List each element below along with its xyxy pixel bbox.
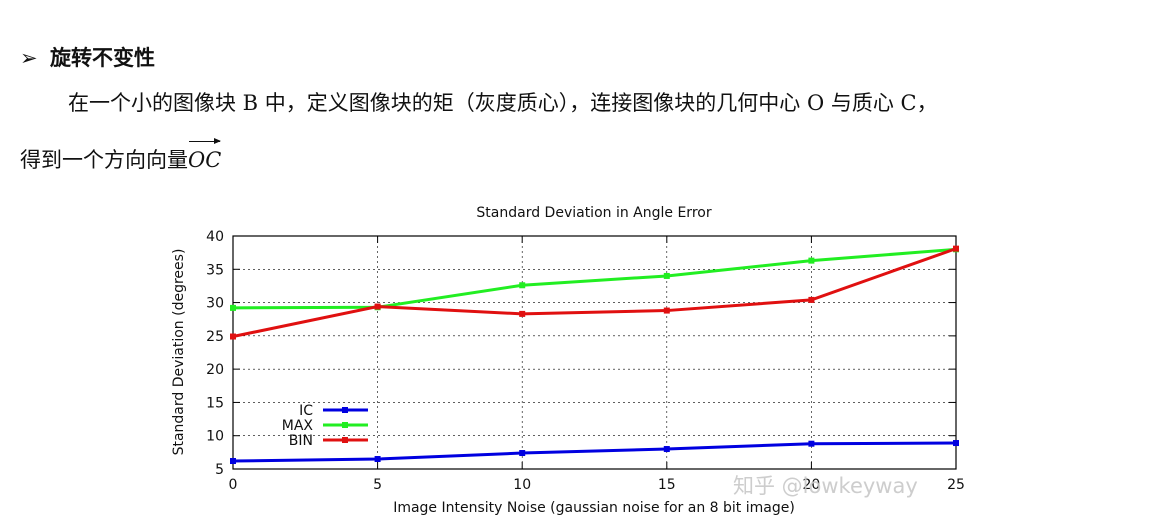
x-tick-label: 0 — [229, 477, 238, 493]
series-line-ic — [232, 441, 957, 463]
x-tick-label: 25 — [947, 477, 965, 493]
data-point-ic — [663, 446, 670, 453]
series-line-bin — [232, 247, 957, 338]
grid-lines — [233, 236, 956, 469]
watermark: 知乎 @lowkeyway — [733, 474, 918, 498]
paragraph-line-2-text: 得到一个方向向量 — [20, 148, 188, 172]
series-ic — [230, 440, 959, 465]
y-tick-label: 5 — [215, 462, 224, 478]
series-max — [230, 246, 959, 311]
data-point-max — [519, 282, 526, 289]
legend-marker — [342, 407, 348, 413]
legend-label: BIN — [289, 433, 313, 449]
data-point-ic — [808, 440, 815, 447]
data-point-ic — [519, 450, 526, 457]
y-tick-label: 30 — [206, 296, 224, 312]
legend-item-ic: IC — [299, 403, 368, 419]
paragraph-line-2: 得到一个方向向量OC — [20, 138, 222, 176]
legend-item-bin: BIN — [289, 433, 368, 449]
data-point-bin — [230, 333, 236, 340]
data-point-ic — [374, 456, 381, 463]
chart-title: Standard Deviation in Angle Error — [476, 205, 711, 221]
legend-label: MAX — [282, 418, 314, 434]
data-point-max — [808, 257, 815, 264]
legend-label: IC — [299, 403, 313, 419]
data-point-max — [230, 304, 236, 311]
y-tick-label: 20 — [206, 362, 224, 378]
plot-frame — [232, 235, 957, 470]
series-bin — [230, 245, 959, 340]
data-point-ic — [953, 440, 959, 447]
y-tick-label: 40 — [206, 229, 224, 245]
y-axis-label: Standard Deviation (degrees) — [171, 249, 187, 456]
legend-marker — [342, 437, 348, 443]
data-point-max — [663, 272, 670, 279]
data-point-bin — [953, 245, 959, 252]
x-tick-label: 5 — [373, 477, 382, 493]
y-tick-label: 15 — [206, 395, 224, 411]
x-tick-label: 10 — [513, 477, 531, 493]
vector-oc: OC — [188, 138, 222, 176]
paragraph-line-1: 在一个小的图像块 B 中，定义图像块的矩（灰度质心），连接图像块的几何中心 O … — [68, 91, 938, 115]
section-heading: ➢ 旋转不变性 — [20, 44, 155, 72]
legend-marker — [342, 422, 348, 428]
data-point-bin — [663, 307, 670, 314]
x-tick-label: 15 — [658, 477, 676, 493]
x-tick-label: 20 — [802, 477, 820, 493]
y-tick-label: 10 — [206, 429, 224, 445]
y-tick-label: 35 — [206, 262, 224, 278]
series-layer — [230, 245, 959, 465]
x-axis-label: Image Intensity Noise (gaussian noise fo… — [393, 500, 795, 516]
legend-item-max: MAX — [282, 418, 368, 434]
y-tick-label: 25 — [206, 329, 224, 345]
data-point-bin — [808, 296, 815, 303]
data-point-bin — [374, 303, 381, 310]
series-line-max — [232, 247, 957, 310]
arrow-bullet-icon: ➢ — [20, 46, 38, 70]
data-point-bin — [519, 310, 526, 317]
data-point-ic — [230, 458, 236, 465]
heading-text: 旋转不变性 — [50, 46, 155, 70]
